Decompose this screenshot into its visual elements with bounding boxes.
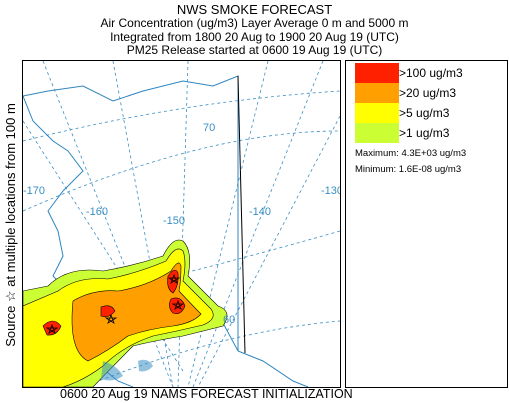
legend-label: >1 ug/m3 — [399, 126, 450, 140]
lon-label-170: -170 — [23, 185, 45, 197]
maximum-value: Maximum: 4.3E+03 ug/m3 — [355, 148, 467, 159]
legend-swatch — [355, 123, 399, 143]
legend-label: >100 ug/m3 — [399, 66, 463, 80]
legend-swatch — [355, 103, 399, 123]
legend-row-20: >20 ug/m3 — [355, 83, 505, 103]
lat-label-70: 70 — [203, 122, 215, 134]
legend-label: >5 ug/m3 — [399, 106, 450, 120]
legend-swatch — [355, 83, 399, 103]
source-side-label: Source ☆ at multiple locations from 100 … — [3, 103, 18, 347]
legend: >100 ug/m3 >20 ug/m3 >5 ug/m3 >1 ug/m3 M… — [345, 60, 508, 388]
minimum-value: Minimum: 1.6E-08 ug/m3 — [355, 164, 462, 175]
integration-period: Integrated from 1800 20 Aug to 1900 20 A… — [110, 30, 399, 44]
release-info: PM25 Release started at 0600 19 Aug 19 (… — [126, 43, 383, 57]
border-lines — [237, 75, 246, 354]
legend-row-100: >100 ug/m3 — [355, 63, 505, 83]
map-canvas: -170 -160 -150 -140 -130 70 60 — [23, 61, 340, 387]
legend-row-5: >5 ug/m3 — [355, 103, 505, 123]
lon-label-160: -160 — [86, 206, 108, 218]
lon-label-130: -130 — [321, 185, 340, 197]
legend-label: >20 ug/m3 — [399, 86, 457, 100]
forecast-footer: 0600 20 Aug 19 NAMS FORECAST INITIALIZAT… — [60, 387, 353, 401]
forecast-title: NWS SMOKE FORECAST — [176, 2, 333, 17]
concentration-description: Air Concentration (ug/m3) Layer Average … — [100, 16, 409, 30]
lon-label-150: -150 — [163, 215, 185, 227]
smoke-map: -170 -160 -150 -140 -130 70 60 — [22, 60, 341, 388]
legend-swatch — [355, 63, 399, 83]
legend-row-1: >1 ug/m3 — [355, 123, 505, 143]
lon-label-140: -140 — [249, 206, 271, 218]
lat-label-60: 60 — [223, 314, 235, 326]
source-markers — [45, 273, 185, 334]
smoke-plume — [23, 239, 228, 387]
source-side-label-area: Source ☆ at multiple locations from 100 … — [0, 60, 22, 390]
